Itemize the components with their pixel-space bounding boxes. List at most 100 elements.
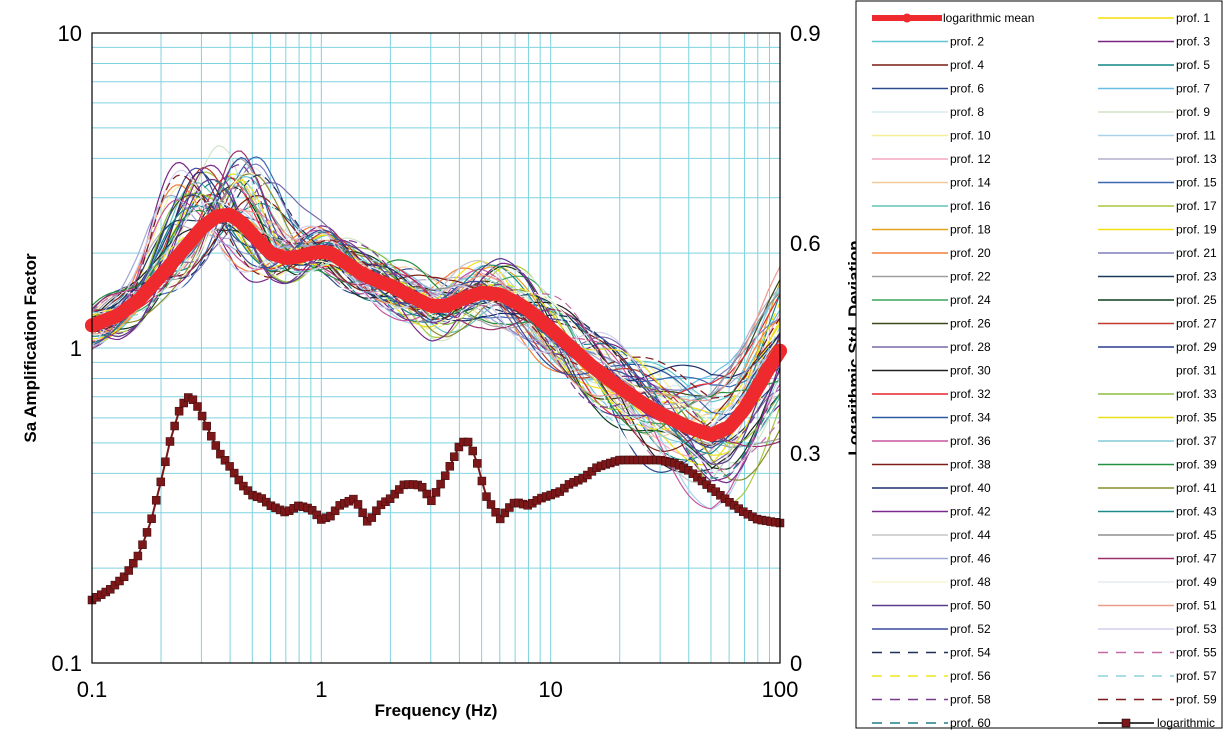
legend-label: prof. 57 [1176,669,1217,683]
legend-label: prof. 28 [950,340,991,354]
legend-label: prof. 35 [1176,411,1217,425]
plot-frame [91,32,781,664]
legend-item: prof. 12 [872,152,991,166]
legend-item: prof. 37 [1098,434,1217,448]
legend-item: prof. 42 [872,505,991,519]
legend-label: prof. 10 [950,129,991,143]
legend-item: prof. 22 [872,270,991,284]
legend-item: prof. 47 [1098,552,1217,566]
legend-item: prof. 8 [872,105,984,119]
legend-label: prof. 32 [950,387,991,401]
std-marker [390,489,399,499]
legend-label: prof. 59 [1176,693,1217,707]
legend-label: prof. 52 [950,622,991,636]
legend-label: prof. 29 [1176,340,1217,354]
legend-label: prof. 21 [1176,246,1217,260]
legend-label: prof. 58 [950,693,991,707]
profile-line [91,187,781,474]
legend-item: prof. 5 [1098,58,1210,72]
legend-label: prof. 13 [1176,152,1217,166]
legend-label: prof. 1 [1176,11,1210,25]
std-marker [431,488,441,497]
legend-item: prof. 3 [1098,35,1210,49]
legend-item: prof. 60 [872,716,991,730]
legend-label: prof. 14 [950,176,991,190]
legend-item: prof. 53 [1098,622,1217,636]
legend-item: prof. 41 [1098,481,1217,495]
std-marker [395,485,404,494]
y-tick-label: 1 [70,336,82,361]
legend-item: prof. 15 [1098,176,1217,190]
legend-label: prof. 43 [1176,505,1217,519]
y2-tick-label: 0.9 [790,21,821,46]
legend: logarithmic mean prof. 1 prof. 2 prof. 3 pro… [855,0,1223,730]
legend-label: prof. 45 [1176,528,1217,542]
std-marker [151,496,161,505]
std-marker [477,476,487,486]
y2-tick-label: 0 [790,651,802,676]
std-marker [133,551,143,561]
std-marker [445,462,455,471]
std-marker [385,494,395,503]
legend-label: prof. 23 [1176,270,1217,284]
legend-item: prof. 36 [872,434,991,448]
std-marker [188,395,198,404]
legend-item: prof. 29 [1098,340,1217,354]
legend-item: prof. 59 [1098,693,1217,707]
x-axis-label: Frequency (Hz) [375,701,498,720]
y2-tick-label: 0.6 [790,231,821,256]
y-axis-label: Sa Amplification Factor [21,253,40,443]
legend-label: prof. 55 [1176,646,1217,660]
profile-line [91,174,781,399]
std-marker [207,431,216,441]
std-marker [495,514,505,524]
legend-label: logarithmic mean [943,11,1034,25]
legend-label: prof. 54 [950,646,991,660]
legend-item: prof. 11 [1098,129,1216,143]
legend-label: prof. 44 [950,528,991,542]
legend-item: prof. 46 [872,552,991,566]
std-curve [87,393,785,605]
legend-label: prof. 25 [1176,293,1217,307]
legend-item: prof. 1 [1098,11,1210,25]
legend-label: prof. 34 [950,411,991,425]
legend-label: prof. 48 [950,575,991,589]
legend-item: logarithmic mean [872,11,1034,25]
std-marker [353,500,363,509]
legend-label: prof. 17 [1176,199,1217,213]
std-marker [216,449,225,459]
legend-label: prof. 12 [950,152,991,166]
legend-swatch-marker [1121,718,1131,728]
legend-item: prof. 51 [1098,599,1217,613]
std-marker [436,479,445,489]
legend-item: prof. 43 [1098,505,1217,519]
legend-label: prof. 3 [1176,35,1210,49]
legend-label: prof. 37 [1176,434,1217,448]
legend-item: prof. 13 [1098,152,1217,166]
legend-item: prof. 4 [872,58,984,72]
x-tick-label: 1 [315,677,327,702]
profile-line [91,195,781,452]
std-marker [505,503,514,512]
legend-item: prof. 38 [872,458,991,472]
legend-item: prof. 19 [1098,223,1217,237]
std-marker [179,398,188,408]
std-marker [417,482,427,492]
std-marker [138,540,147,549]
legend-item: prof. 45 [1098,528,1217,542]
std-marker [202,421,211,431]
legend-item: prof. 56 [872,669,991,683]
legend-label: prof. 36 [950,434,991,448]
legend-label: prof. 50 [950,599,991,613]
legend-item: prof. 33 [1098,387,1217,401]
legend-item: prof. 6 [872,82,984,96]
legend-swatch-marker [902,13,912,23]
legend-label: prof. 26 [950,317,991,331]
legend-label: prof. 19 [1176,223,1217,237]
std-marker [243,486,253,495]
x-tick-label: 100 [762,677,799,702]
std-marker [473,459,482,468]
std-marker [211,441,221,450]
std-marker [193,402,202,411]
legend-label: prof. 31 [1176,364,1217,378]
